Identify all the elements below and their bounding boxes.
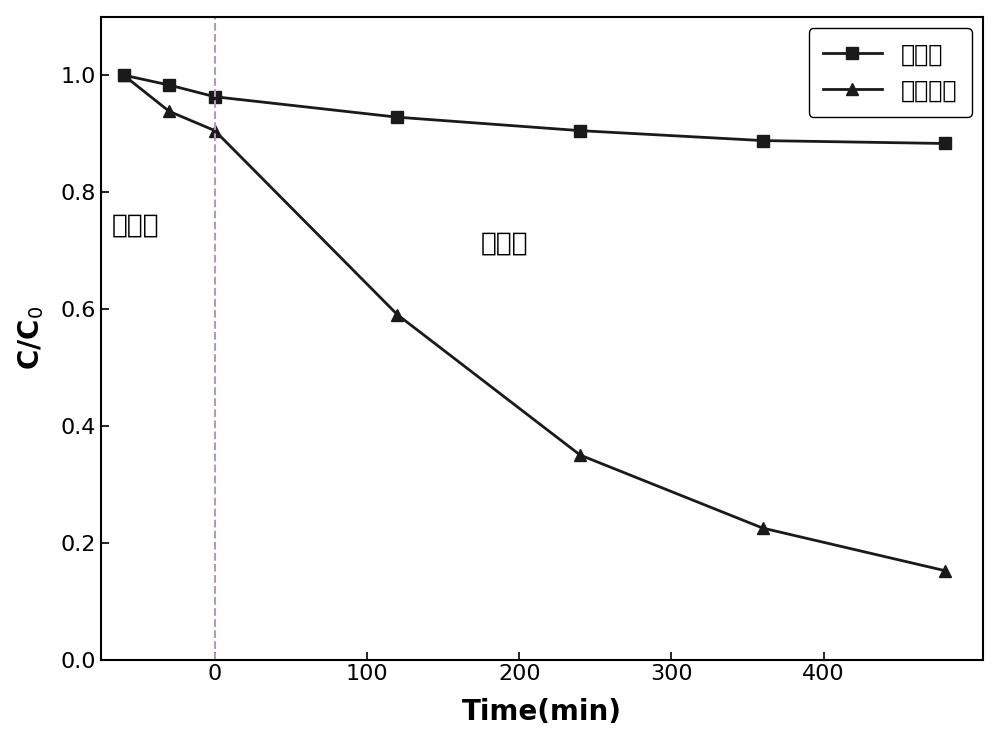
X-axis label: Time(min): Time(min) (462, 698, 622, 727)
Text: 暗反应: 暗反应 (111, 213, 159, 239)
Text: 光反应: 光反应 (481, 230, 529, 256)
Legend: 空白样, 陶瓷理层: 空白样, 陶瓷理层 (809, 28, 972, 117)
Y-axis label: C/C$_0$: C/C$_0$ (17, 306, 46, 370)
